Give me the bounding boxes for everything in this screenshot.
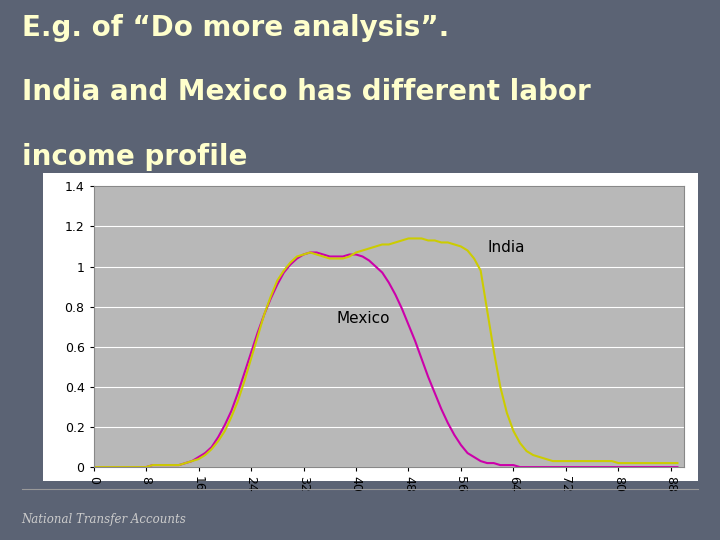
Text: income profile: income profile (22, 143, 247, 171)
Text: India: India (487, 240, 525, 255)
Text: India and Mexico has different labor: India and Mexico has different labor (22, 78, 590, 106)
Text: Mexico: Mexico (336, 310, 390, 326)
Text: National Transfer Accounts: National Transfer Accounts (22, 514, 186, 526)
Text: E.g. of “Do more analysis”.: E.g. of “Do more analysis”. (22, 14, 449, 42)
